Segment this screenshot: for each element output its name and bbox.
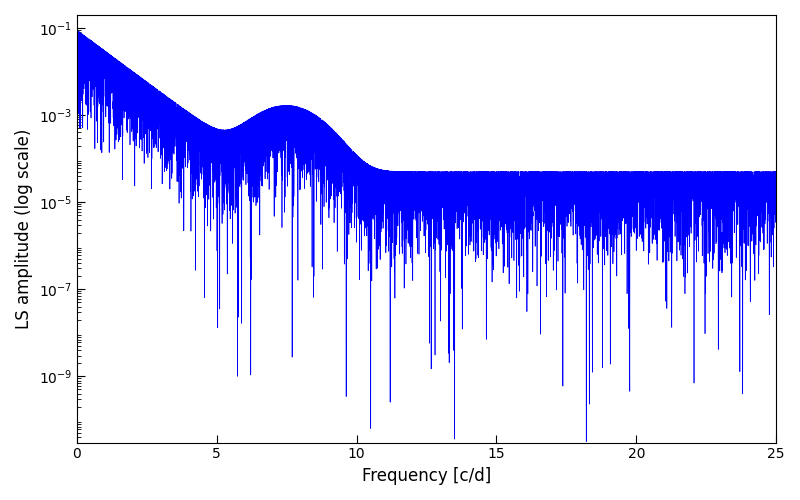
Y-axis label: LS amplitude (log scale): LS amplitude (log scale) bbox=[15, 128, 33, 329]
X-axis label: Frequency [c/d]: Frequency [c/d] bbox=[362, 467, 491, 485]
